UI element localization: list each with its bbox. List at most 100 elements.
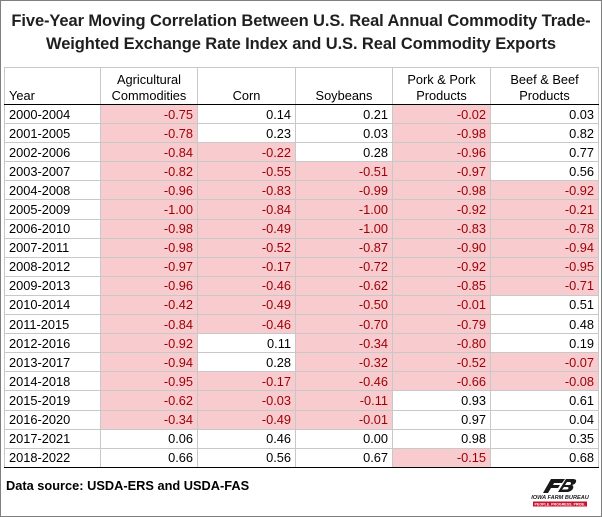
table-row: 2008-2012 -0.97 -0.17 -0.72 -0.92 -0.95	[5, 257, 599, 276]
table-body: 2000-2004 -0.75 0.14 0.21 -0.02 0.03 2001-2005…	[5, 105, 599, 468]
value-cell-agricultural: -0.98	[101, 238, 198, 257]
column-header-soybeans: Soybeans	[296, 68, 393, 105]
row-year-cell: 2002-2006	[5, 143, 101, 162]
value-cell-soybeans: 0.67	[296, 448, 393, 467]
row-year-cell: 2009-2013	[5, 276, 101, 295]
value-cell-corn: -0.84	[198, 200, 296, 219]
table-row: 2006-2010 -0.98 -0.49 -1.00 -0.83 -0.78	[5, 219, 599, 238]
value-cell-agricultural: -0.84	[101, 315, 198, 334]
value-cell-pork: -0.97	[393, 162, 491, 181]
value-cell-corn: -0.49	[198, 219, 296, 238]
value-cell-pork: 0.93	[393, 391, 491, 410]
row-year-cell: 2011-2015	[5, 315, 101, 334]
value-cell-agricultural: -0.34	[101, 410, 198, 429]
value-cell-beef: 0.19	[491, 334, 599, 353]
value-cell-agricultural: -0.96	[101, 181, 198, 200]
value-cell-corn: -0.17	[198, 372, 296, 391]
value-cell-soybeans: 0.03	[296, 124, 393, 143]
value-cell-agricultural: -0.75	[101, 105, 198, 124]
value-cell-soybeans: -0.87	[296, 238, 393, 257]
value-cell-pork: -0.79	[393, 315, 491, 334]
value-cell-beef: -0.94	[491, 238, 599, 257]
value-cell-pork: -0.52	[393, 353, 491, 372]
value-cell-beef: 0.35	[491, 429, 599, 448]
table-row: 2013-2017 -0.94 0.28 -0.32 -0.52 -0.07	[5, 353, 599, 372]
value-cell-pork: -0.92	[393, 257, 491, 276]
value-cell-beef: -0.71	[491, 276, 599, 295]
value-cell-soybeans: -1.00	[296, 219, 393, 238]
data-source-note: Data source: USDA-ERS and USDA-FAS	[6, 478, 249, 493]
value-cell-beef: 0.03	[491, 105, 599, 124]
header-row: Year Agricultural Commodities Corn Soybe…	[5, 68, 599, 105]
value-cell-corn: -0.52	[198, 238, 296, 257]
value-cell-soybeans: -0.34	[296, 334, 393, 353]
value-cell-corn: -0.83	[198, 181, 296, 200]
value-cell-soybeans: -0.99	[296, 181, 393, 200]
table-row: 2017-2021 0.06 0.46 0.00 0.98 0.35	[5, 429, 599, 448]
value-cell-pork: -0.01	[393, 295, 491, 314]
value-cell-corn: -0.55	[198, 162, 296, 181]
table-row: 2004-2008 -0.96 -0.83 -0.99 -0.98 -0.92	[5, 181, 599, 200]
row-year-cell: 2001-2005	[5, 124, 101, 143]
value-cell-pork: -0.02	[393, 105, 491, 124]
table-row: 2015-2019 -0.62 -0.03 -0.11 0.93 0.61	[5, 391, 599, 410]
table-row: 2010-2014 -0.42 -0.49 -0.50 -0.01 0.51	[5, 295, 599, 314]
table-row: 2014-2018 -0.95 -0.17 -0.46 -0.66 -0.08	[5, 372, 599, 391]
table-row: 2001-2005 -0.78 0.23 0.03 -0.98 0.82	[5, 124, 599, 143]
value-cell-beef: 0.82	[491, 124, 599, 143]
value-cell-agricultural: 0.66	[101, 448, 198, 467]
row-year-cell: 2007-2011	[5, 238, 101, 257]
value-cell-soybeans: -0.46	[296, 372, 393, 391]
chart-frame: Five-Year Moving Correlation Between U.S…	[0, 0, 602, 517]
value-cell-agricultural: -0.62	[101, 391, 198, 410]
value-cell-beef: 0.48	[491, 315, 599, 334]
value-cell-beef: 0.51	[491, 295, 599, 314]
value-cell-soybeans: -0.72	[296, 257, 393, 276]
row-year-cell: 2014-2018	[5, 372, 101, 391]
value-cell-agricultural: -1.00	[101, 200, 198, 219]
value-cell-soybeans: 0.00	[296, 429, 393, 448]
value-cell-soybeans: 0.28	[296, 143, 393, 162]
table-row: 2007-2011 -0.98 -0.52 -0.87 -0.90 -0.94	[5, 238, 599, 257]
row-year-cell: 2008-2012	[5, 257, 101, 276]
value-cell-corn: -0.49	[198, 410, 296, 429]
value-cell-corn: -0.46	[198, 276, 296, 295]
value-cell-soybeans: -0.11	[296, 391, 393, 410]
table-row: 2002-2006 -0.84 -0.22 0.28 -0.96 0.77	[5, 143, 599, 162]
value-cell-pork: -0.90	[393, 238, 491, 257]
table-row: 2012-2016 -0.92 0.11 -0.34 -0.80 0.19	[5, 334, 599, 353]
row-year-cell: 2016-2020	[5, 410, 101, 429]
value-cell-agricultural: 0.06	[101, 429, 198, 448]
value-cell-beef: 0.77	[491, 143, 599, 162]
value-cell-soybeans: -0.32	[296, 353, 393, 372]
value-cell-soybeans: -0.62	[296, 276, 393, 295]
value-cell-soybeans: -1.00	[296, 200, 393, 219]
logo-tagline: PEOPLE. PROGRESS. PRIDE.	[535, 502, 586, 506]
value-cell-beef: -0.08	[491, 372, 599, 391]
table-row: 2009-2013 -0.96 -0.46 -0.62 -0.85 -0.71	[5, 276, 599, 295]
row-year-cell: 2000-2004	[5, 105, 101, 124]
column-header-beef: Beef & Beef Products	[491, 68, 599, 105]
title-line-1: Five-Year Moving Correlation Between U.S…	[1, 10, 601, 33]
value-cell-beef: 0.56	[491, 162, 599, 181]
value-cell-corn: -0.03	[198, 391, 296, 410]
row-year-cell: 2015-2019	[5, 391, 101, 410]
row-year-cell: 2017-2021	[5, 429, 101, 448]
value-cell-agricultural: -0.97	[101, 257, 198, 276]
value-cell-beef: -0.07	[491, 353, 599, 372]
value-cell-corn: 0.46	[198, 429, 296, 448]
value-cell-soybeans: -0.50	[296, 295, 393, 314]
row-year-cell: 2004-2008	[5, 181, 101, 200]
value-cell-agricultural: -0.92	[101, 334, 198, 353]
value-cell-agricultural: -0.95	[101, 372, 198, 391]
value-cell-agricultural: -0.96	[101, 276, 198, 295]
value-cell-beef: 0.61	[491, 391, 599, 410]
value-cell-soybeans: -0.01	[296, 410, 393, 429]
value-cell-beef: -0.92	[491, 181, 599, 200]
title-line-2: Weighted Exchange Rate Index and U.S. Re…	[1, 33, 601, 56]
value-cell-pork: -0.83	[393, 219, 491, 238]
value-cell-beef: 0.04	[491, 410, 599, 429]
chart-title: Five-Year Moving Correlation Between U.S…	[1, 10, 601, 56]
value-cell-corn: 0.14	[198, 105, 296, 124]
value-cell-pork: -0.92	[393, 200, 491, 219]
